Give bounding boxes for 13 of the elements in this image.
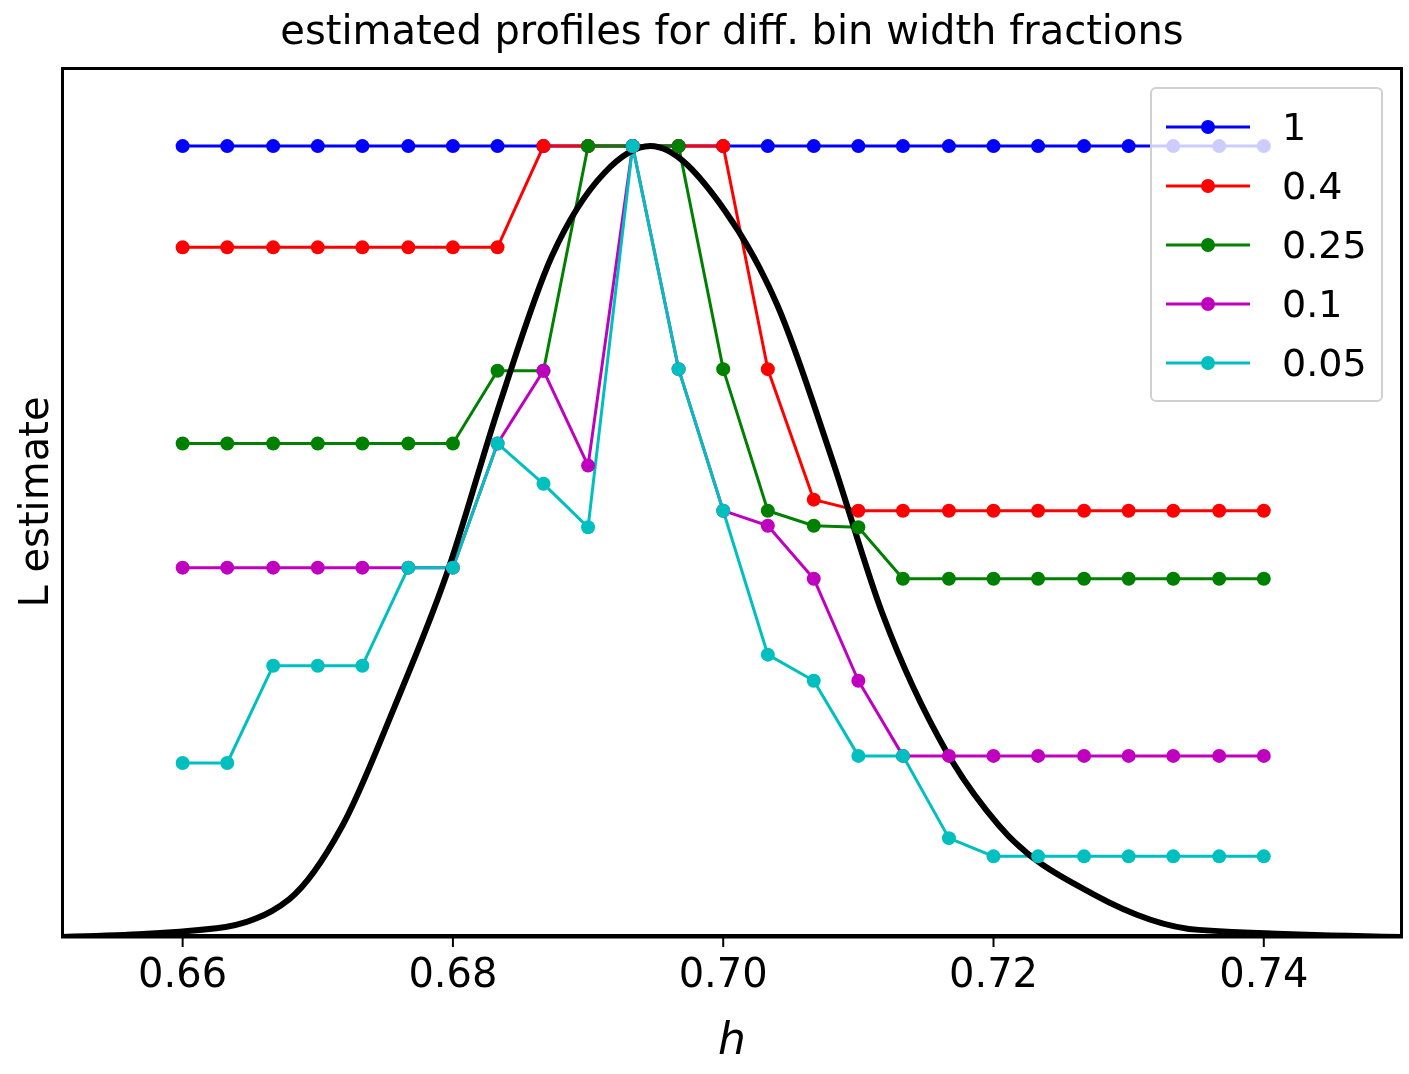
x-tick-label: 0.68 [408,950,498,997]
legend-label: 0.4 [1282,163,1343,208]
x-tick-label: 0.70 [678,950,768,997]
x-tick-label: 0.74 [1219,950,1309,997]
y-axis-title: L estimate [10,396,57,608]
x-tick-label: 0.66 [138,950,228,997]
legend-label: 1 [1282,104,1307,149]
legend-label: 0.25 [1282,222,1367,267]
chart-title: estimated profiles for diff. bin width fractions [279,7,1185,53]
legend-label: 0.05 [1282,340,1367,385]
legend-label: 0.1 [1282,281,1343,326]
x-axis-title: h [718,1013,746,1064]
x-tick-label: 0.72 [948,950,1039,997]
